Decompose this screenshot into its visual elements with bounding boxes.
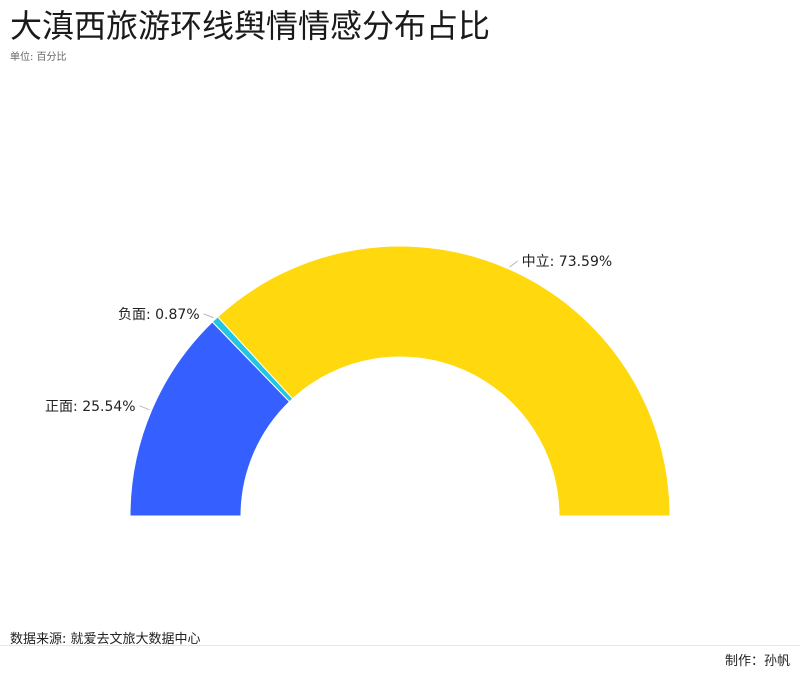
chart-subtitle: 单位: 百分比 xyxy=(10,52,67,63)
footer-divider xyxy=(0,645,800,646)
slice-label-2: 负面: 0.87% xyxy=(118,307,200,323)
slice-3 xyxy=(217,245,671,517)
slice-label-1: 正面: 25.54% xyxy=(45,399,136,415)
author-credit: 制作：孙帆 xyxy=(724,654,790,669)
chart-title: 大滇西旅游环线舆情情感分布占比 xyxy=(10,7,491,45)
leader-line-2 xyxy=(203,313,214,319)
leader-line-3 xyxy=(509,260,518,268)
slice-label-3: 中立: 73.59% xyxy=(522,254,613,270)
data-source: 数据来源: 就爱去文旅大数据中心 xyxy=(10,632,201,647)
leader-line-1 xyxy=(139,405,150,411)
